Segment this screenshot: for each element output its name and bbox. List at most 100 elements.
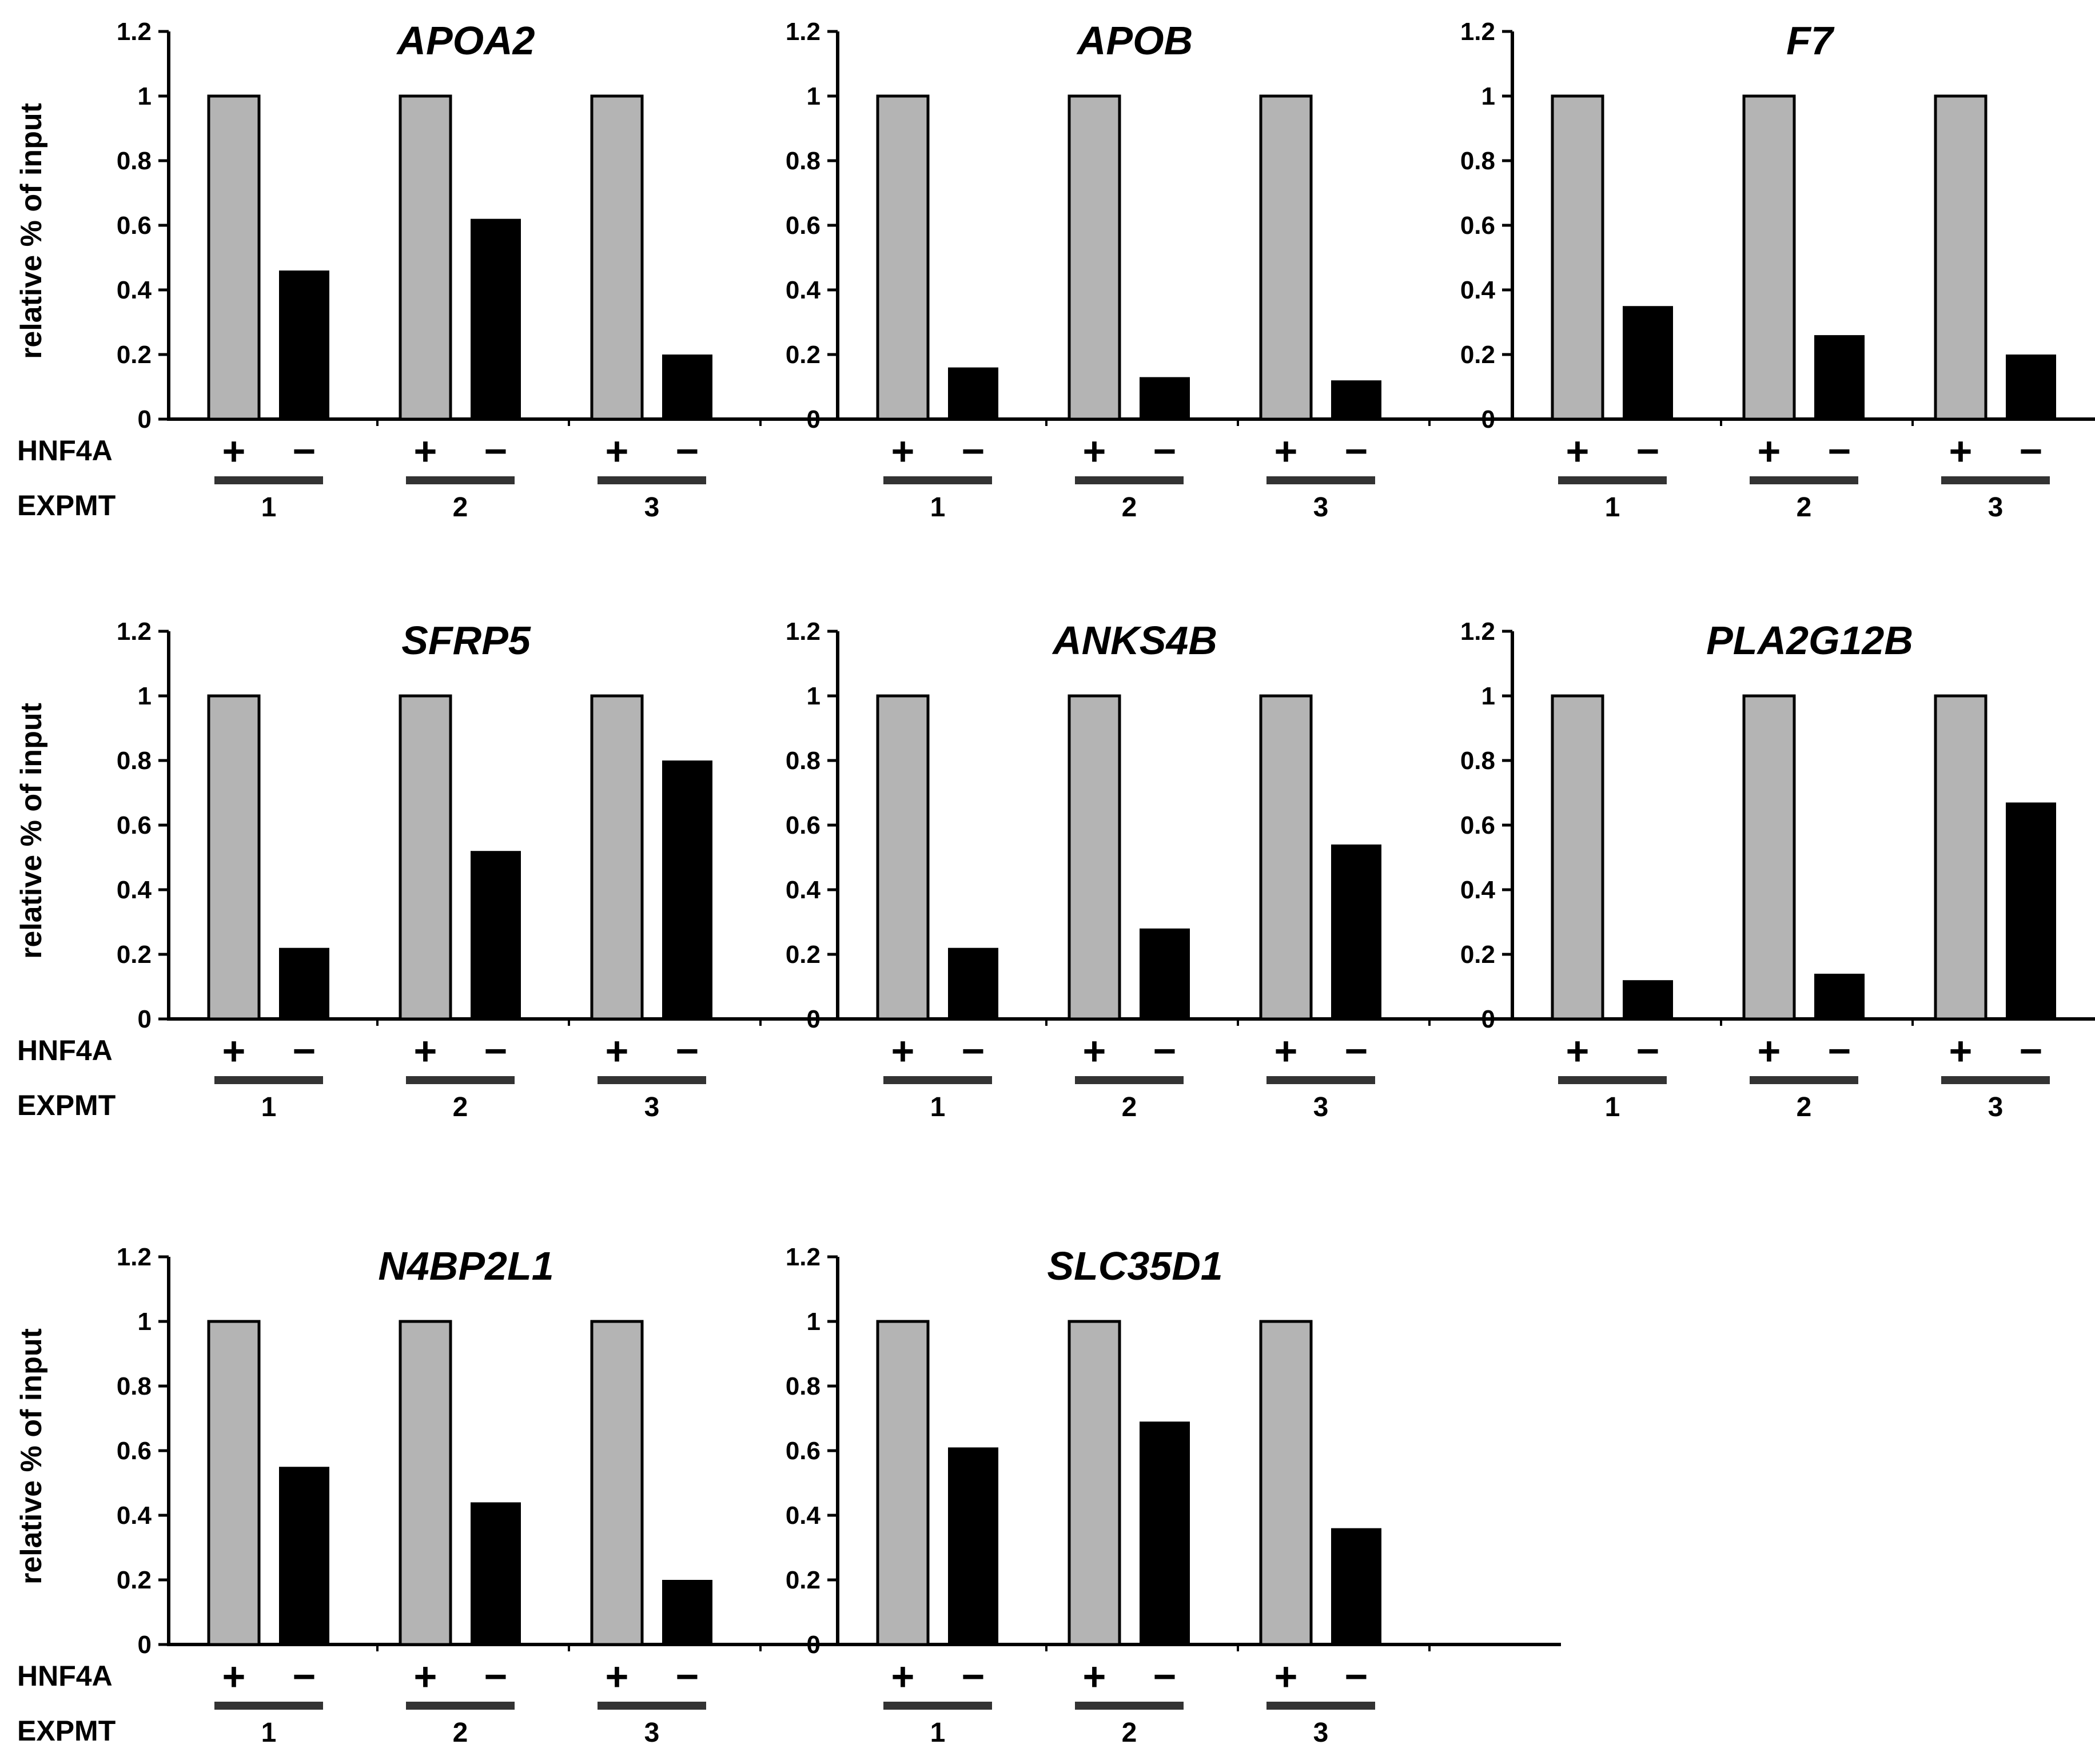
hnf4a-plus-label: + bbox=[1274, 429, 1298, 473]
y-tick-label: 1.2 bbox=[1460, 18, 1495, 46]
row-label-hnf4a: HNF4A bbox=[17, 435, 113, 467]
bar-hnf4a-minus-expmt-3 bbox=[1331, 1528, 1381, 1644]
row-label-hnf4a: HNF4A bbox=[17, 1660, 113, 1692]
experiment-underline bbox=[1075, 1702, 1184, 1710]
hnf4a-minus-label: − bbox=[1828, 429, 1851, 473]
experiment-underline bbox=[1266, 1076, 1375, 1084]
experiment-number: 3 bbox=[1313, 492, 1329, 523]
experiment-underline bbox=[406, 1702, 515, 1710]
bar-hnf4a-plus-expmt-2 bbox=[399, 694, 452, 1021]
y-tick-label: 0.6 bbox=[117, 1437, 152, 1465]
chart-title: PLA2G12B bbox=[1706, 618, 1913, 663]
y-tick-label: 0.4 bbox=[786, 276, 821, 304]
y-tick-label: 0.8 bbox=[117, 747, 152, 775]
y-tick-label: 0 bbox=[807, 1631, 821, 1659]
y-axis-label: relative % of input bbox=[15, 103, 48, 359]
hnf4a-minus-label: − bbox=[293, 1654, 316, 1699]
experiment-underline bbox=[406, 476, 515, 484]
experiment-underline bbox=[214, 1076, 323, 1084]
experiment-number: 2 bbox=[1122, 1092, 1137, 1122]
row-label-expmt: EXPMT bbox=[17, 489, 115, 521]
chart-title: SLC35D1 bbox=[1047, 1244, 1222, 1288]
y-tick-label: 1.2 bbox=[786, 1243, 821, 1271]
hnf4a-minus-label: − bbox=[676, 1654, 699, 1699]
y-tick-label: 1 bbox=[807, 682, 821, 710]
experiment-underline bbox=[1750, 1076, 1858, 1084]
bar-hnf4a-minus-expmt-3 bbox=[1331, 844, 1381, 1019]
bar-hnf4a-minus-expmt-2 bbox=[471, 218, 521, 419]
hnf4a-plus-label: + bbox=[891, 1654, 915, 1699]
y-tick-label: 0.6 bbox=[117, 212, 152, 240]
y-tick-label: 0.4 bbox=[117, 276, 152, 304]
experiment-number: 1 bbox=[261, 492, 277, 523]
experiment-number: 2 bbox=[1122, 1718, 1137, 1748]
experiment-number: 2 bbox=[1797, 1092, 1812, 1122]
bar-hnf4a-minus-expmt-2 bbox=[471, 851, 521, 1019]
experiment-number: 3 bbox=[644, 1092, 660, 1122]
chart-title: APOB bbox=[1076, 18, 1193, 63]
y-tick-label: 0.4 bbox=[786, 1502, 821, 1530]
y-tick-label: 0.6 bbox=[1460, 811, 1495, 839]
chart-panel-n4bp2l1: N4BP2L1 relative % of input 0 0.2 0.4 0.6 0.8 1… bbox=[15, 1243, 892, 1748]
y-tick-label: 0.8 bbox=[117, 147, 152, 175]
y-tick-label: 1.2 bbox=[1460, 618, 1495, 646]
bar-hnf4a-minus-expmt-1 bbox=[948, 947, 998, 1019]
bar-hnf4a-plus-expmt-1 bbox=[207, 94, 261, 421]
hnf4a-plus-label: + bbox=[1083, 429, 1106, 473]
hnf4a-minus-label: − bbox=[1153, 429, 1177, 473]
bar-hnf4a-minus-expmt-3 bbox=[662, 760, 712, 1019]
hnf4a-minus-label: − bbox=[962, 1029, 985, 1073]
bar-hnf4a-plus-expmt-3 bbox=[1259, 694, 1313, 1021]
hnf4a-minus-label: − bbox=[1153, 1029, 1177, 1073]
y-tick-label: 1.2 bbox=[786, 618, 821, 646]
y-tick-label: 0.2 bbox=[786, 341, 821, 369]
bar-hnf4a-plus-expmt-1 bbox=[1551, 694, 1604, 1021]
bar-hnf4a-plus-expmt-3 bbox=[1934, 694, 1988, 1021]
hnf4a-minus-label: − bbox=[1636, 1029, 1660, 1073]
row-label-hnf4a: HNF4A bbox=[17, 1034, 113, 1066]
bar-hnf4a-minus-expmt-1 bbox=[279, 947, 329, 1019]
bar-hnf4a-plus-expmt-2 bbox=[1068, 694, 1121, 1021]
bar-hnf4a-plus-expmt-3 bbox=[590, 694, 644, 1021]
hnf4a-plus-label: + bbox=[222, 1654, 246, 1699]
chart-title: N4BP2L1 bbox=[378, 1244, 553, 1288]
experiment-underline bbox=[1558, 1076, 1667, 1084]
experiment-underline bbox=[1075, 1076, 1184, 1084]
y-tick-label: 0.6 bbox=[786, 811, 821, 839]
bar-hnf4a-plus-expmt-1 bbox=[876, 694, 930, 1021]
experiment-number: 3 bbox=[1988, 492, 2004, 523]
hnf4a-minus-label: − bbox=[293, 429, 316, 473]
hnf4a-plus-label: + bbox=[222, 429, 246, 473]
bar-hnf4a-plus-expmt-2 bbox=[1068, 94, 1121, 421]
y-tick-label: 0.2 bbox=[1460, 341, 1495, 369]
bar-hnf4a-plus-expmt-1 bbox=[876, 1320, 930, 1646]
experiment-number: 3 bbox=[644, 492, 660, 523]
experiment-number: 3 bbox=[1988, 1092, 2004, 1122]
y-tick-label: 1 bbox=[1481, 82, 1495, 110]
hnf4a-plus-label: + bbox=[414, 429, 437, 473]
experiment-underline bbox=[214, 1702, 323, 1710]
bar-hnf4a-minus-expmt-1 bbox=[1623, 980, 1673, 1019]
row-label-expmt: EXPMT bbox=[17, 1715, 115, 1747]
bar-hnf4a-plus-expmt-2 bbox=[1742, 694, 1796, 1021]
bar-hnf4a-plus-expmt-3 bbox=[1934, 94, 1988, 421]
y-tick-label: 0.2 bbox=[117, 941, 152, 969]
hnf4a-minus-label: − bbox=[2020, 1029, 2043, 1073]
hnf4a-plus-label: + bbox=[891, 429, 915, 473]
y-tick-label: 0 bbox=[1481, 1005, 1495, 1033]
y-tick-label: 0 bbox=[807, 405, 821, 433]
y-tick-label: 0 bbox=[138, 1005, 152, 1033]
bar-hnf4a-plus-expmt-2 bbox=[1742, 94, 1796, 421]
experiment-number: 1 bbox=[930, 1092, 946, 1122]
chart-panel-sfrp5: SFRP5 relative % of input 0 0.2 0.4 0.6 0.8 1 1.… bbox=[15, 618, 892, 1122]
bar-hnf4a-plus-expmt-3 bbox=[590, 94, 644, 421]
y-tick-label: 0.8 bbox=[1460, 747, 1495, 775]
experiment-number: 1 bbox=[930, 492, 946, 523]
bar-hnf4a-minus-expmt-3 bbox=[2006, 802, 2056, 1019]
hnf4a-plus-label: + bbox=[1949, 1029, 1973, 1073]
bar-hnf4a-minus-expmt-1 bbox=[279, 1467, 329, 1644]
hnf4a-plus-label: + bbox=[414, 1029, 437, 1073]
chart-title: F7 bbox=[1786, 18, 1835, 63]
